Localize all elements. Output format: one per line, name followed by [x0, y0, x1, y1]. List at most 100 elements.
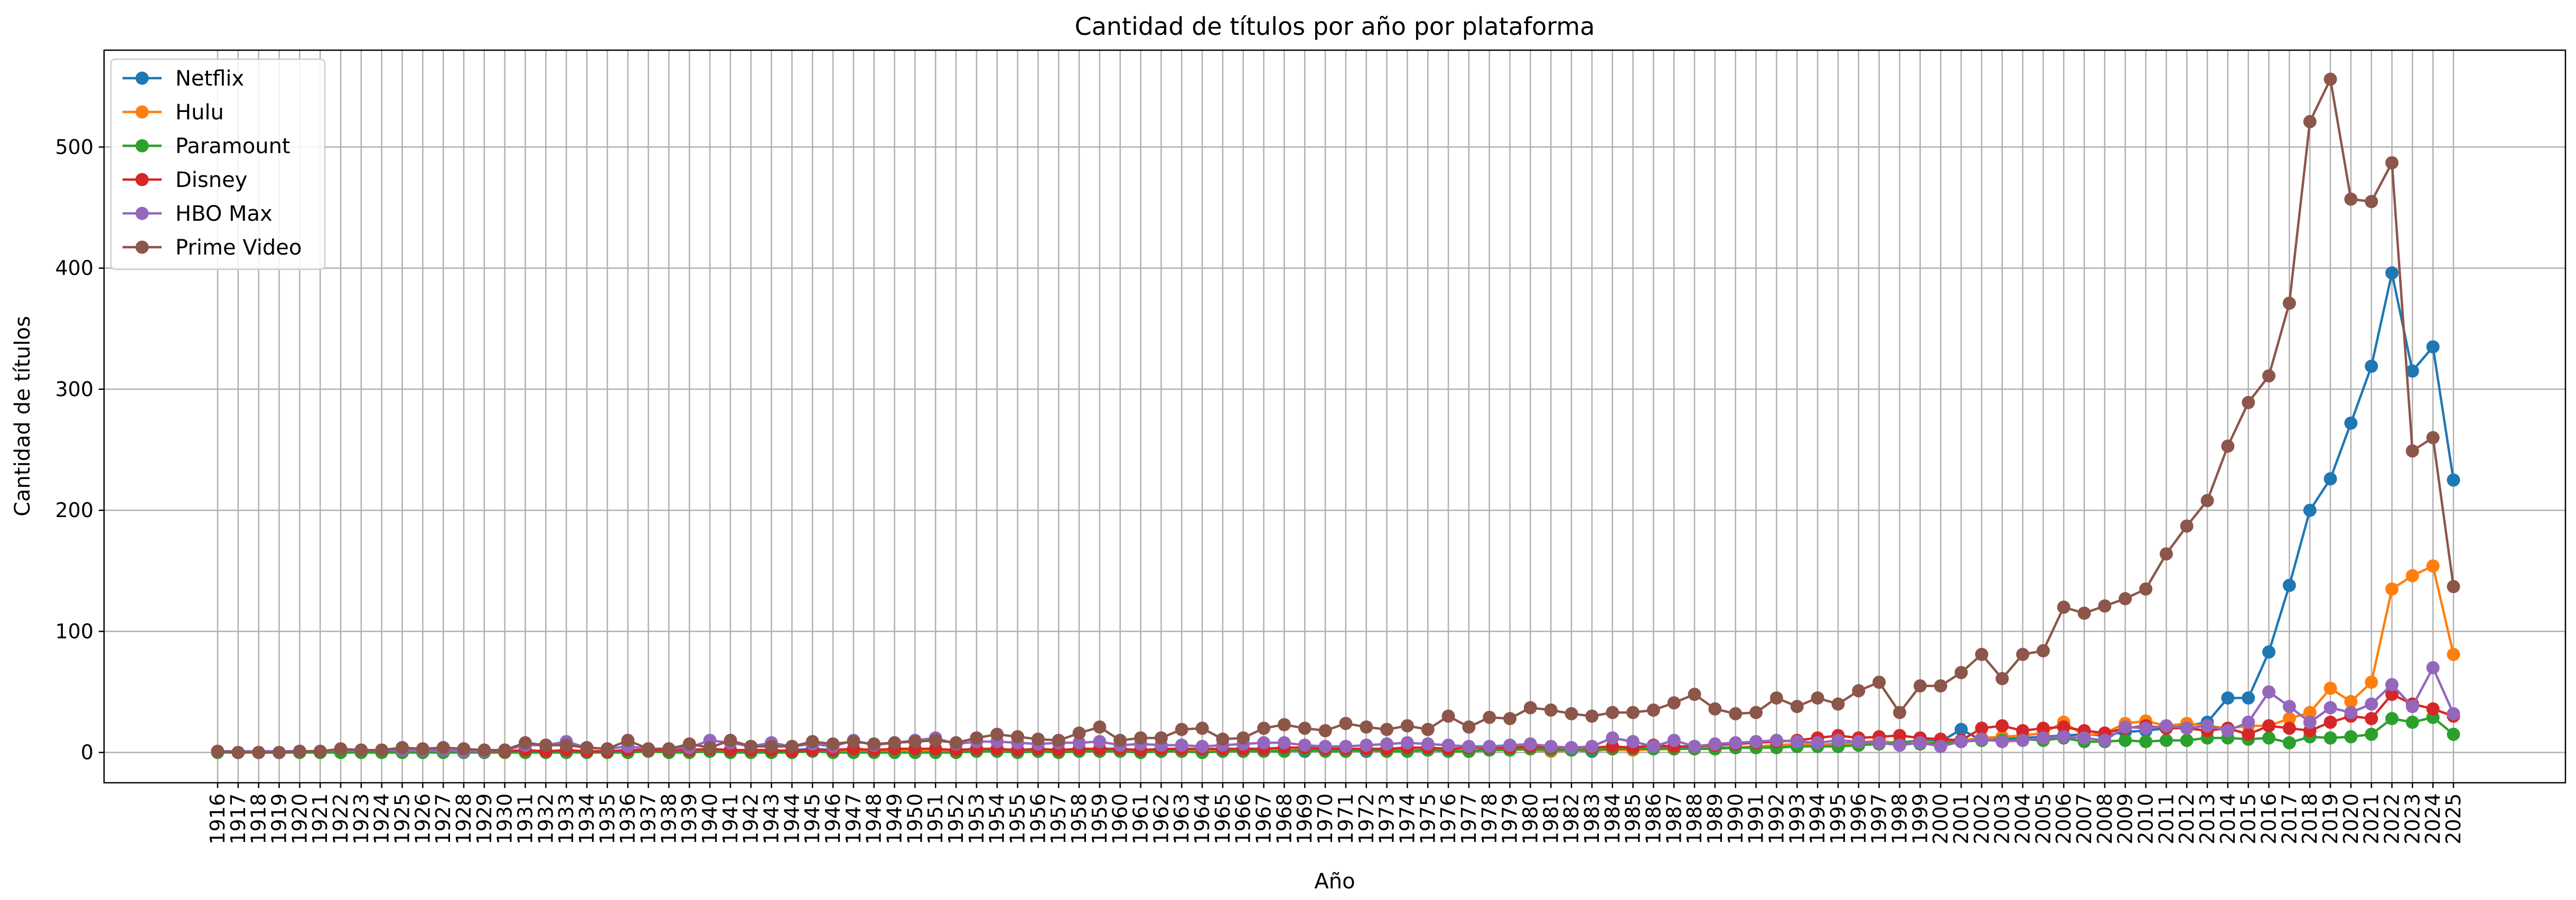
- data-point-prime-video: [2344, 192, 2358, 206]
- data-point-disney: [2242, 727, 2255, 741]
- data-point-disney: [2057, 720, 2071, 734]
- legend: Netflix Hulu Paramount Disney HBO Max Prime V…: [110, 58, 326, 270]
- x-tick-label: 1922: [329, 793, 352, 845]
- data-point-hbo-max: [1195, 739, 1209, 753]
- data-point-hulu: [2385, 582, 2399, 596]
- axes: 1916191719181919192019211922192319241925…: [55, 135, 2465, 844]
- data-point-prime-video: [1544, 703, 1558, 717]
- x-tick-label: 1983: [1580, 793, 1604, 845]
- legend-marker: [135, 139, 149, 153]
- data-point-prime-video: [990, 727, 1004, 741]
- chart-title: Cantidad de títulos por año por platafor…: [1075, 12, 1595, 41]
- data-point-prime-video: [1031, 733, 1045, 746]
- data-point-prime-video: [1277, 718, 1291, 732]
- data-point-prime-video: [457, 742, 471, 756]
- grid-lines: [104, 50, 2565, 783]
- data-point-paramount: [2262, 731, 2275, 745]
- y-tick-label: 100: [55, 620, 93, 643]
- data-point-netflix: [2405, 364, 2419, 378]
- data-point-prime-video: [1113, 734, 1127, 747]
- data-point-prime-video: [908, 735, 922, 748]
- data-point-netflix: [2447, 473, 2460, 487]
- x-tick-label: 1926: [411, 793, 434, 845]
- x-tick-label: 2004: [2011, 793, 2034, 845]
- data-point-paramount: [2159, 734, 2173, 747]
- data-point-paramount: [2324, 731, 2337, 745]
- data-point-disney: [2365, 712, 2378, 725]
- x-tick-label: 1967: [1252, 793, 1276, 845]
- legend-frame: [110, 58, 326, 270]
- data-point-hbo-max: [1996, 735, 2009, 748]
- data-point-hbo-max: [1380, 737, 1394, 751]
- data-point-netflix: [2282, 578, 2296, 592]
- data-point-hbo-max: [2242, 715, 2255, 729]
- x-tick-label: 2005: [2031, 793, 2055, 845]
- series-lines: [211, 72, 2460, 760]
- data-point-netflix: [2303, 503, 2317, 517]
- x-tick-label: 1986: [1642, 793, 1665, 845]
- data-point-prime-video: [1790, 700, 1804, 714]
- data-point-prime-video: [2447, 580, 2460, 594]
- data-point-prime-video: [1441, 709, 1455, 723]
- data-point-hbo-max: [2119, 720, 2132, 734]
- data-point-hbo-max: [1626, 735, 1640, 748]
- data-point-prime-video: [1380, 723, 1394, 736]
- data-point-hbo-max: [2159, 719, 2173, 733]
- data-point-hbo-max: [1872, 736, 1886, 749]
- data-point-hbo-max: [2405, 700, 2419, 714]
- x-tick-label: 1996: [1847, 793, 1870, 845]
- x-tick-label: 1944: [780, 793, 803, 845]
- data-point-hbo-max: [1913, 736, 1927, 749]
- data-point-prime-video: [1318, 724, 1332, 737]
- data-point-prime-video: [970, 731, 983, 745]
- data-point-prime-video: [1708, 702, 1722, 716]
- data-point-hbo-max: [1646, 739, 1660, 753]
- x-tick-label: 2015: [2237, 793, 2260, 845]
- data-point-netflix: [2426, 340, 2440, 354]
- legend-label: Disney: [175, 168, 247, 192]
- data-point-hbo-max: [2262, 685, 2275, 699]
- x-tick-label: 1935: [596, 793, 619, 845]
- x-tick-label: 1982: [1560, 793, 1583, 845]
- data-point-hbo-max: [1975, 733, 1989, 746]
- x-tick-label: 2013: [2196, 793, 2219, 845]
- legend-marker: [135, 240, 149, 254]
- x-tick-label: 2007: [2073, 793, 2096, 845]
- x-tick-label: 1933: [555, 793, 578, 845]
- x-tick-label: 1950: [903, 793, 926, 845]
- data-point-hbo-max: [1585, 739, 1599, 753]
- x-tick-label: 1961: [1129, 793, 1153, 845]
- data-point-prime-video: [1565, 707, 1578, 720]
- data-point-hbo-max: [1318, 739, 1332, 753]
- data-point-prime-video: [2324, 72, 2337, 86]
- data-point-prime-video: [1729, 707, 1743, 720]
- data-point-hbo-max: [2016, 734, 2029, 747]
- data-point-netflix: [2385, 266, 2399, 280]
- legend-label: HBO Max: [175, 202, 273, 226]
- x-tick-label: 1931: [514, 793, 537, 845]
- data-point-netflix: [2344, 416, 2358, 430]
- x-tick-label: 1987: [1662, 793, 1685, 845]
- data-point-hbo-max: [2447, 707, 2460, 720]
- data-point-hbo-max: [2200, 719, 2214, 733]
- x-tick-label: 1988: [1683, 793, 1706, 845]
- data-point-prime-video: [436, 741, 450, 754]
- x-tick-label: 1942: [739, 793, 763, 845]
- data-point-netflix: [2365, 359, 2378, 373]
- data-point-prime-video: [805, 735, 819, 748]
- data-point-hbo-max: [1072, 736, 1086, 749]
- data-point-prime-video: [1503, 712, 1517, 725]
- x-tick-label: 2024: [2421, 793, 2444, 845]
- x-tick-label: 1990: [1724, 793, 1747, 845]
- data-point-hbo-max: [1667, 734, 1681, 747]
- data-point-hbo-max: [2365, 697, 2378, 711]
- data-point-prime-video: [1237, 731, 1250, 745]
- data-point-netflix: [1954, 723, 1968, 736]
- legend-label: Paramount: [175, 134, 291, 158]
- x-tick-label: 1974: [1395, 793, 1419, 845]
- data-point-hbo-max: [1257, 736, 1271, 749]
- x-tick-label: 2020: [2339, 793, 2363, 845]
- x-tick-label: 1964: [1191, 793, 1214, 845]
- data-point-hbo-max: [1831, 734, 1845, 747]
